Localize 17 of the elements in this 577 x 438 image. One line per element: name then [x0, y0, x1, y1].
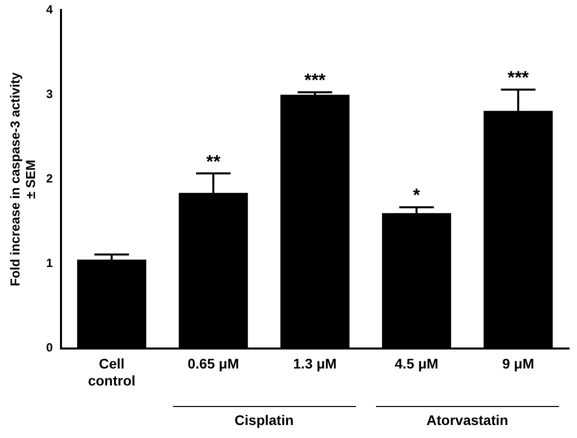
data-label: *: [413, 185, 420, 206]
y-tick-label: 2: [46, 172, 54, 186]
data-label: ***: [508, 68, 529, 88]
y-tick-label: 0: [46, 340, 54, 355]
y-tick-label: 3: [46, 87, 54, 102]
y-tick-label: 4: [46, 2, 54, 17]
data-label: ***: [304, 70, 326, 90]
y-tick-label: 1: [46, 256, 54, 270]
y-axis-title: Fold increase in caspase-3 activity ± SEM: [7, 72, 38, 286]
x-tick-label: 0.65 μM: [188, 356, 239, 372]
text: Cisplatin: [172, 406, 356, 428]
x-tick-label: 4.5 μM: [394, 356, 438, 372]
x-tick-label: Cell control: [88, 356, 136, 388]
data-label: **: [206, 151, 220, 172]
x-tick-label: 9 μM: [502, 356, 534, 372]
text: Atorvastatin: [376, 406, 559, 428]
x-tick-label: 1.3 μM: [293, 356, 337, 372]
